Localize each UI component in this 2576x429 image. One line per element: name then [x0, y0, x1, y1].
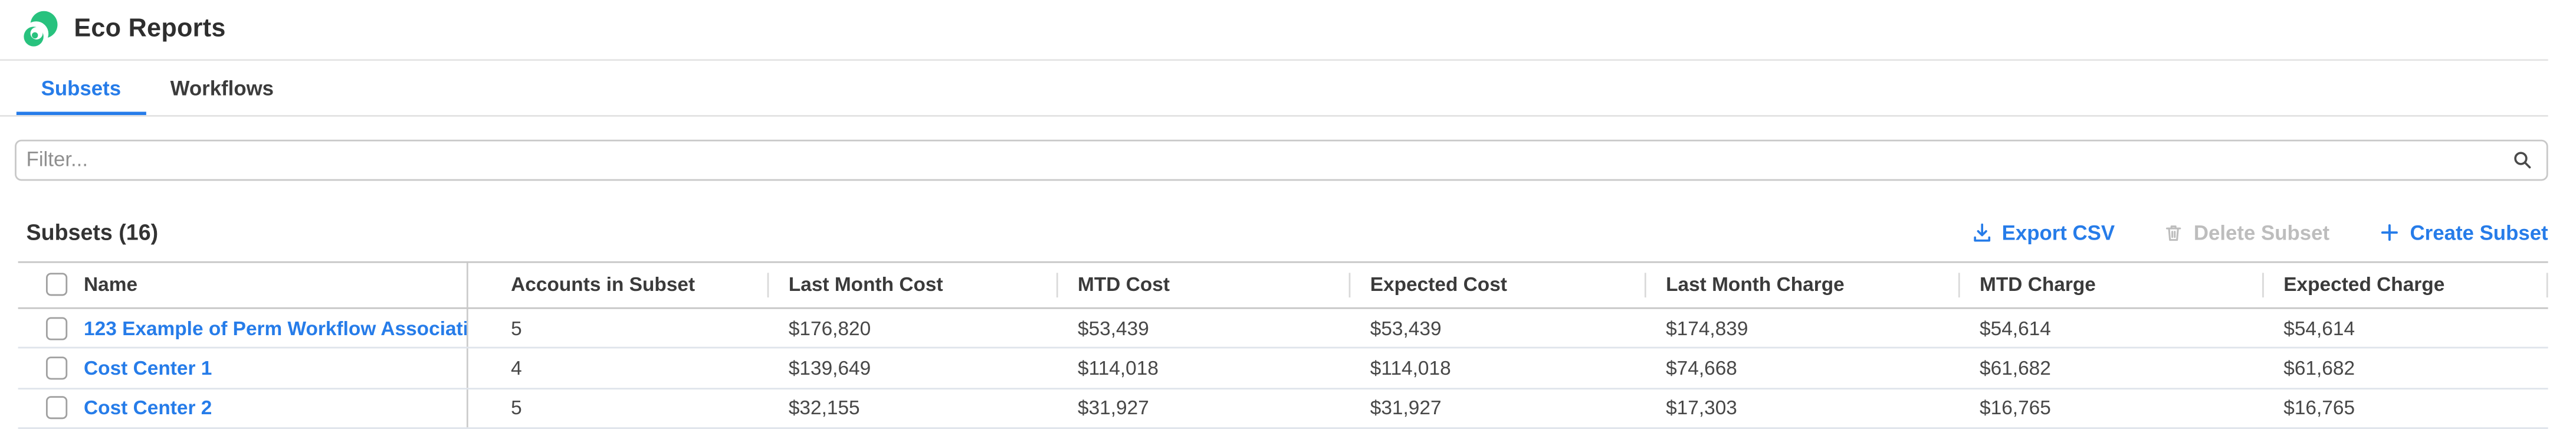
eco-logo-icon — [24, 10, 58, 46]
select-all-checkbox[interactable] — [45, 273, 68, 297]
subset-name-cell: Cost Center 1 — [84, 349, 467, 387]
delete-subset-label: Delete Subset — [2193, 221, 2330, 244]
filter-input[interactable] — [15, 139, 2548, 180]
row-checkbox-cell — [18, 349, 84, 387]
row-checkbox-cell — [18, 309, 84, 348]
last-month-cost-cell: $32,155 — [788, 396, 860, 420]
create-subset-button[interactable]: Create Subset — [2379, 221, 2548, 244]
table-actions: Export CSV Delete Subset Create Subset — [1971, 221, 2548, 244]
row-checkbox[interactable] — [45, 396, 68, 420]
subset-name-link[interactable]: 123 Example of Perm Workflow Association — [84, 316, 467, 340]
column-header-expected-cost: Expected Cost — [1348, 262, 1645, 307]
page-title: Eco Reports — [74, 15, 226, 43]
table-header-row: Name Accounts in Subset Last Month Cost … — [18, 262, 2548, 309]
tab-bar: Subsets Workflows — [0, 61, 2548, 117]
section-title: Subsets (16) — [26, 220, 159, 245]
mtd-charge-cell: $61,682 — [1980, 356, 2051, 380]
tab-subsets[interactable]: Subsets — [16, 61, 146, 115]
section-bar: Subsets (16) Export CSV Delete Subset — [18, 216, 2548, 249]
row-checkbox[interactable] — [45, 316, 68, 340]
subset-name-cell: Cost Center 2 — [84, 389, 467, 427]
search-icon — [2514, 150, 2531, 168]
row-checkbox[interactable] — [45, 356, 68, 380]
table-row: Cost Center 1 4 $139,649 $114,018 $114,0… — [18, 349, 2548, 389]
select-all-cell — [18, 262, 84, 307]
column-header-last-month-cost: Last Month Cost — [767, 262, 1056, 307]
subset-name-cell: 123 Example of Perm Workflow Association — [84, 309, 467, 348]
table-row: Cost Center 2 5 $32,155 $31,927 $31,927 … — [18, 388, 2548, 429]
create-subset-label: Create Subset — [2410, 221, 2548, 244]
plus-icon — [2381, 224, 2398, 241]
column-header-last-month-charge: Last Month Charge — [1644, 262, 1958, 307]
mtd-cost-cell: $114,018 — [1078, 356, 1159, 380]
expected-cost-cell: $114,018 — [1370, 356, 1451, 380]
column-header-accounts-in-subset: Accounts in Subset — [466, 262, 767, 307]
expected-cost-cell: $53,439 — [1370, 316, 1442, 340]
expected-charge-cell: $16,765 — [2283, 396, 2355, 420]
column-header-expected-charge: Expected Charge — [2262, 262, 2548, 307]
subset-name-link[interactable]: Cost Center 2 — [84, 396, 212, 420]
column-header-name: Name — [84, 273, 138, 297]
mtd-charge-cell: $54,614 — [1980, 316, 2051, 340]
filter-bar — [15, 139, 2548, 180]
mtd-cost-cell: $31,927 — [1078, 396, 1149, 420]
table-row: 123 Example of Perm Workflow Association… — [18, 309, 2548, 349]
download-icon — [1973, 223, 1990, 242]
mtd-charge-cell: $16,765 — [1980, 396, 2051, 420]
tab-workflows[interactable]: Workflows — [170, 77, 274, 100]
app-header: Eco Reports — [0, 0, 2548, 61]
trash-icon — [2166, 225, 2182, 241]
last-month-charge-cell: $74,668 — [1666, 356, 1737, 380]
last-month-charge-cell: $17,303 — [1666, 396, 1737, 420]
delete-subset-button[interactable]: Delete Subset — [2164, 221, 2329, 244]
expected-cost-cell: $31,927 — [1370, 396, 1442, 420]
last-month-charge-cell: $174,839 — [1666, 316, 1748, 340]
row-checkbox-cell — [18, 389, 84, 427]
expected-charge-cell: $61,682 — [2283, 356, 2355, 380]
mtd-cost-cell: $53,439 — [1078, 316, 1149, 340]
column-header-mtd-charge: MTD Charge — [1958, 262, 2262, 307]
column-header-mtd-cost: MTD Cost — [1056, 262, 1349, 307]
export-csv-label: Export CSV — [2001, 221, 2115, 244]
export-csv-button[interactable]: Export CSV — [1971, 221, 2115, 244]
subset-name-link[interactable]: Cost Center 1 — [84, 356, 212, 380]
accounts-cell: 4 — [466, 349, 767, 388]
accounts-cell: 5 — [466, 309, 767, 348]
expected-charge-cell: $54,614 — [2283, 316, 2355, 340]
last-month-cost-cell: $139,649 — [788, 356, 871, 380]
last-month-cost-cell: $176,820 — [788, 316, 871, 340]
accounts-cell: 5 — [466, 388, 767, 427]
subsets-table: Name Accounts in Subset Last Month Cost … — [18, 260, 2548, 429]
